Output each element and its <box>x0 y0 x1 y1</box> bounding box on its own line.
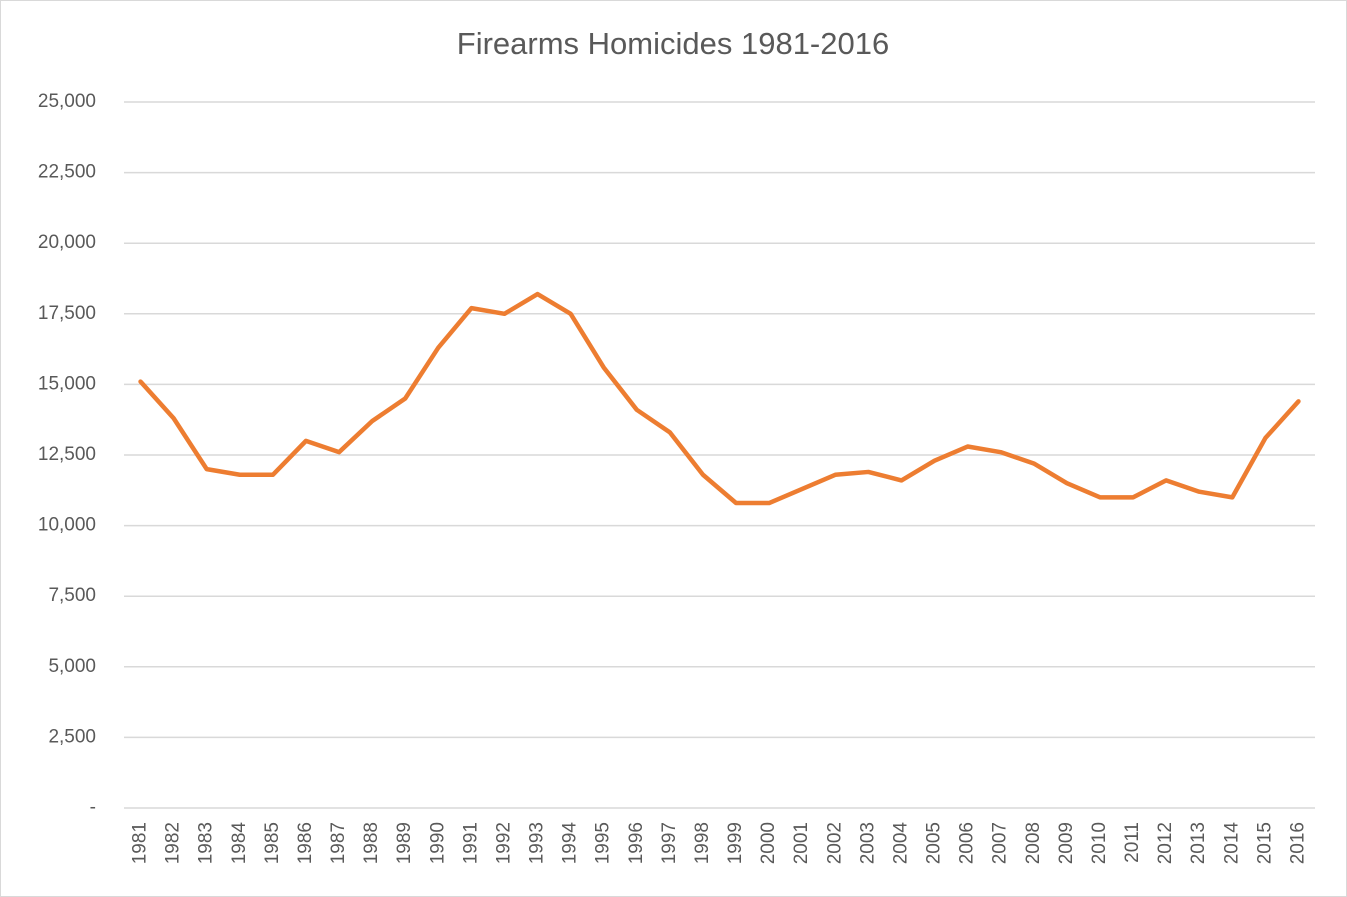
y-tick-label: 12,500 <box>38 444 96 465</box>
x-tick-label: 2014 <box>1221 822 1242 865</box>
x-tick-label: 1997 <box>659 822 680 864</box>
x-tick-label: 2011 <box>1122 822 1143 863</box>
x-tick-label: 1983 <box>196 822 217 864</box>
x-tick-label: 2005 <box>924 822 945 864</box>
y-tick-label: 15,000 <box>38 373 96 394</box>
y-tick-label: 22,500 <box>38 162 96 183</box>
x-tick-label: 1984 <box>229 822 250 865</box>
x-tick-label: 1999 <box>725 822 746 864</box>
x-tick-label: 1998 <box>692 822 713 864</box>
x-tick-label: 2015 <box>1254 822 1275 864</box>
x-tick-label: 1987 <box>328 822 349 864</box>
x-tick-label: 1988 <box>361 822 382 864</box>
y-tick-label: 7,500 <box>48 585 96 606</box>
x-tick-label: 1995 <box>593 822 614 864</box>
y-tick-label: - <box>90 797 96 818</box>
y-tick-label: 20,000 <box>38 232 96 253</box>
y-tick-label: 5,000 <box>48 656 96 677</box>
line-series <box>138 291 1301 506</box>
x-tick-label: 2001 <box>791 822 812 864</box>
x-tick-label: 1993 <box>527 822 548 864</box>
x-tick-label: 1996 <box>626 822 647 864</box>
y-tick-label: 17,500 <box>38 303 96 324</box>
x-tick-label: 1994 <box>560 822 581 865</box>
x-tick-label: 2008 <box>1023 822 1044 864</box>
x-tick-label: 1985 <box>262 822 283 864</box>
x-tick-label: 1986 <box>295 822 316 864</box>
y-tick-label: 10,000 <box>38 515 96 536</box>
x-tick-label: 1981 <box>130 822 151 864</box>
x-tick-label: 2010 <box>1089 822 1110 864</box>
x-tick-label: 1991 <box>460 822 481 864</box>
x-tick-label: 2012 <box>1155 822 1176 864</box>
x-tick-label: 1990 <box>427 822 448 864</box>
chart-title: Firearms Homicides 1981-2016 <box>457 26 889 61</box>
x-tick-label: 2016 <box>1287 822 1308 864</box>
x-tick-label: 1982 <box>163 822 184 864</box>
x-tick-label: 2007 <box>990 822 1011 864</box>
x-tick-label: 2004 <box>890 822 911 865</box>
x-tick-label: 1992 <box>493 822 514 864</box>
y-tick-label: 2,500 <box>48 726 96 747</box>
x-tick-label: 1989 <box>394 822 415 864</box>
x-tick-label: 2013 <box>1188 822 1209 864</box>
x-tick-label: 2003 <box>857 822 878 864</box>
x-tick-label: 2006 <box>957 822 978 864</box>
y-tick-label: 25,000 <box>38 91 96 112</box>
x-tick-label: 2000 <box>758 822 779 864</box>
x-tick-label: 2009 <box>1056 822 1077 864</box>
x-tick-label: 2002 <box>824 822 845 864</box>
